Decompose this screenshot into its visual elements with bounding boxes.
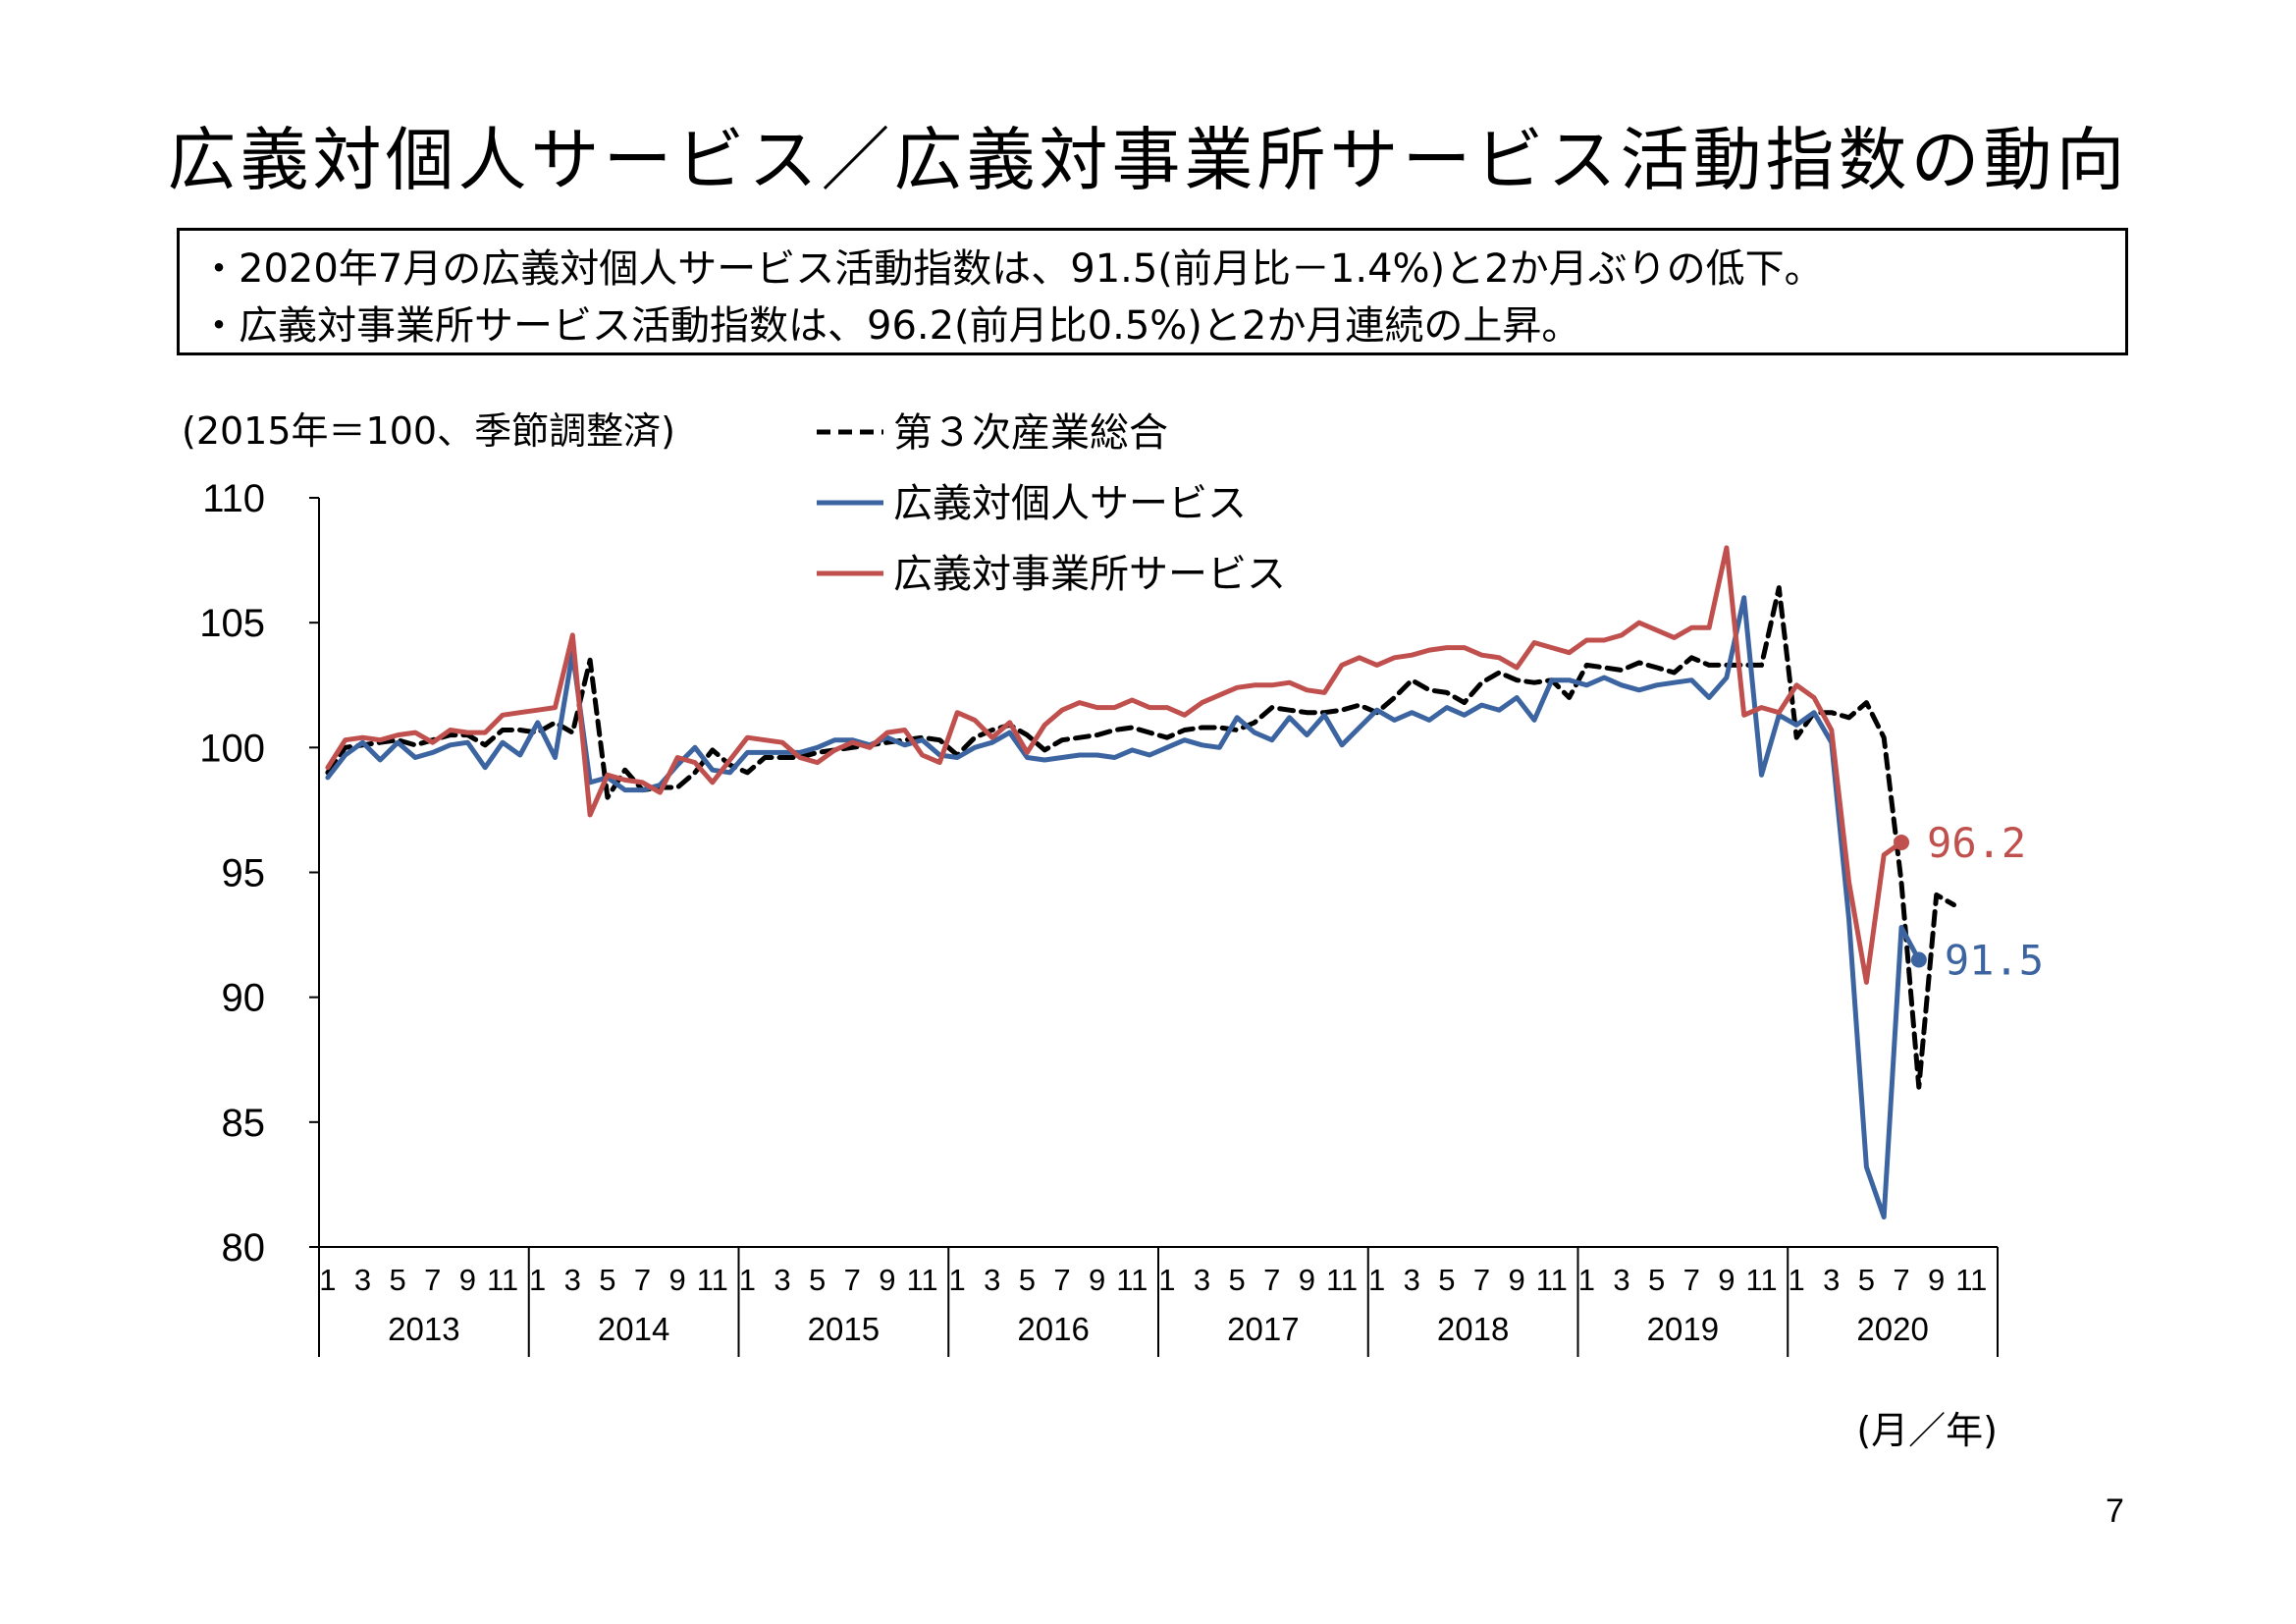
month-tick-label: 11 bbox=[1955, 1263, 1987, 1297]
year-label: 2018 bbox=[1437, 1311, 1509, 1347]
month-tick-label: 5 bbox=[1019, 1263, 1036, 1297]
unit-note: (2015年＝100、季節調整済) bbox=[182, 409, 675, 453]
month-tick-label: 3 bbox=[1404, 1263, 1420, 1297]
month-tick-label: 3 bbox=[354, 1263, 371, 1297]
month-tick-label: 9 bbox=[879, 1263, 895, 1297]
month-tick-label: 9 bbox=[1509, 1263, 1525, 1297]
y-tick-label: 95 bbox=[222, 852, 266, 895]
month-tick-label: 9 bbox=[1718, 1263, 1735, 1297]
year-label: 2014 bbox=[598, 1311, 669, 1347]
y-tick-label: 110 bbox=[202, 477, 265, 520]
month-tick-label: 9 bbox=[669, 1263, 686, 1297]
month-tick-label: 3 bbox=[1613, 1263, 1629, 1297]
summary-box: ・2020年7月の広義対個人サービス活動指数は、91.5(前月比－1.4%)と2… bbox=[177, 228, 2128, 355]
end-marker-business bbox=[1894, 834, 1910, 850]
month-tick-label: 11 bbox=[906, 1263, 937, 1297]
year-label: 2016 bbox=[1017, 1311, 1089, 1347]
end-marker-personal bbox=[1910, 951, 1927, 968]
month-tick-label: 1 bbox=[1578, 1263, 1595, 1297]
end-label-personal: 91.5 bbox=[1945, 937, 2044, 985]
month-tick-label: 5 bbox=[390, 1263, 406, 1297]
month-tick-label: 7 bbox=[1263, 1263, 1280, 1297]
summary-line-1: ・2020年7月の広義対個人サービス活動指数は、91.5(前月比－1.4%)と2… bbox=[199, 246, 1824, 292]
month-tick-label: 5 bbox=[1438, 1263, 1455, 1297]
page-number: 7 bbox=[2106, 1492, 2124, 1530]
end-label-business: 96.2 bbox=[1927, 819, 2026, 867]
series-line-personal bbox=[325, 595, 1922, 1219]
month-tick-label: 3 bbox=[774, 1263, 790, 1297]
month-tick-label: 7 bbox=[634, 1263, 651, 1297]
year-label: 2017 bbox=[1227, 1311, 1299, 1347]
month-tick-label: 11 bbox=[1536, 1263, 1568, 1297]
y-tick-label: 90 bbox=[222, 977, 266, 1020]
month-tick-label: 3 bbox=[984, 1263, 1000, 1297]
plot-area: 91.5 96.2 bbox=[325, 545, 2044, 1219]
month-tick-label: 7 bbox=[1893, 1263, 1909, 1297]
y-tick-label: 85 bbox=[222, 1102, 266, 1145]
y-tick-label: 100 bbox=[199, 727, 265, 770]
year-label: 2013 bbox=[388, 1311, 459, 1347]
month-tick-label: 9 bbox=[1928, 1263, 1945, 1297]
month-tick-label: 11 bbox=[487, 1263, 518, 1297]
series-line-total bbox=[325, 585, 1956, 1090]
y-tick-label: 80 bbox=[222, 1226, 266, 1270]
legend-label-business: 広義対事業所サービス bbox=[893, 552, 1286, 597]
month-tick-label: 7 bbox=[844, 1263, 861, 1297]
month-tick-label: 1 bbox=[1368, 1263, 1385, 1297]
month-tick-label: 11 bbox=[1116, 1263, 1148, 1297]
month-tick-label: 3 bbox=[564, 1263, 581, 1297]
year-label: 2019 bbox=[1647, 1311, 1719, 1347]
month-tick-label: 11 bbox=[1326, 1263, 1358, 1297]
legend: 第３次産業総合 広義対個人サービス 広義対事業所サービス bbox=[817, 410, 1286, 597]
summary-line-2: ・広義対事業所サービス活動指数は、96.2(前月比0.5%)と2か月連続の上昇。 bbox=[199, 303, 1581, 349]
month-tick-label: 1 bbox=[1789, 1263, 1805, 1297]
month-tick-label: 3 bbox=[1194, 1263, 1210, 1297]
month-tick-label: 5 bbox=[1229, 1263, 1246, 1297]
month-tick-label: 1 bbox=[1158, 1263, 1175, 1297]
month-tick-label: 5 bbox=[809, 1263, 826, 1297]
month-tick-label: 7 bbox=[424, 1263, 441, 1297]
y-tick-label: 105 bbox=[199, 602, 265, 645]
month-tick-label: 9 bbox=[1299, 1263, 1315, 1297]
month-tick-label: 7 bbox=[1473, 1263, 1490, 1297]
month-tick-label: 3 bbox=[1823, 1263, 1840, 1297]
month-tick-label: 5 bbox=[1858, 1263, 1875, 1297]
month-tick-label: 5 bbox=[599, 1263, 615, 1297]
month-tick-label: 7 bbox=[1683, 1263, 1700, 1297]
month-tick-label: 1 bbox=[319, 1263, 336, 1297]
series-line-business bbox=[325, 545, 1904, 985]
year-label: 2020 bbox=[1856, 1311, 1928, 1347]
month-tick-label: 5 bbox=[1648, 1263, 1665, 1297]
x-axis-unit: (月／年) bbox=[1856, 1409, 1998, 1452]
month-tick-label: 11 bbox=[697, 1263, 728, 1297]
page-title: 広義対個人サービス／広義対事業所サービス活動指数の動向 bbox=[167, 120, 2129, 200]
year-label: 2015 bbox=[808, 1311, 880, 1347]
month-tick-label: 1 bbox=[529, 1263, 546, 1297]
month-tick-label: 7 bbox=[1053, 1263, 1070, 1297]
month-tick-label: 9 bbox=[459, 1263, 476, 1297]
month-tick-label: 11 bbox=[1745, 1263, 1777, 1297]
legend-label-total: 第３次産業総合 bbox=[893, 410, 1168, 456]
month-tick-label: 9 bbox=[1089, 1263, 1105, 1297]
month-tick-label: 1 bbox=[739, 1263, 756, 1297]
legend-label-personal: 広義対個人サービス bbox=[893, 481, 1247, 526]
month-tick-label: 1 bbox=[949, 1263, 966, 1297]
